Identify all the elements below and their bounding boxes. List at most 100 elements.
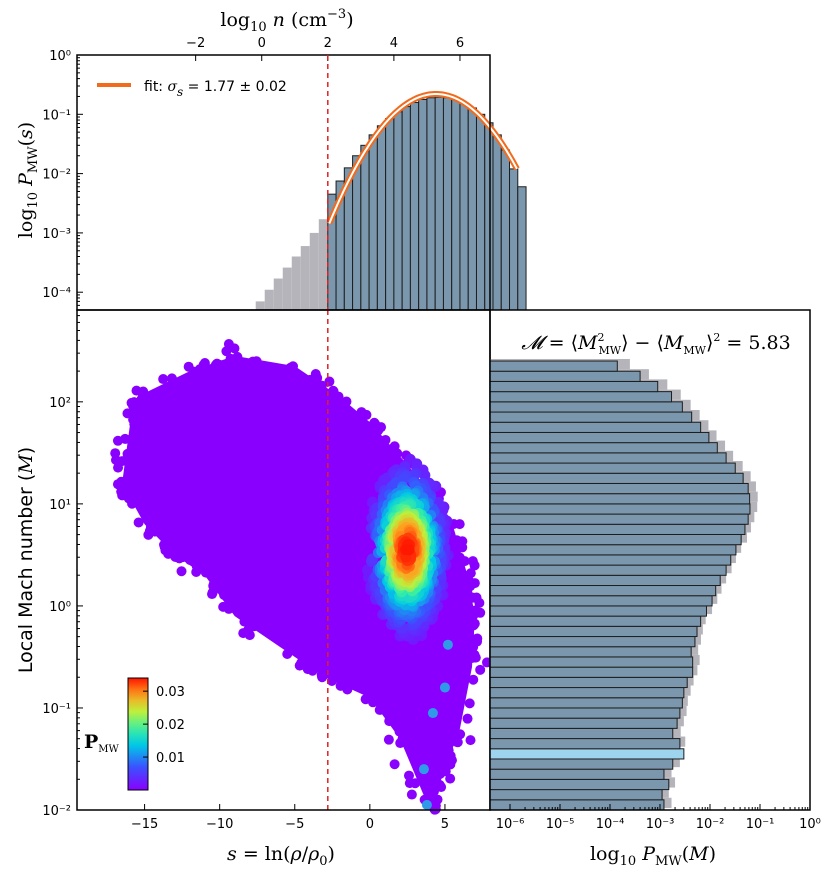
scatter-point bbox=[474, 597, 485, 608]
scatter-point bbox=[426, 780, 437, 791]
scatter-point bbox=[159, 540, 170, 551]
scatter-point bbox=[462, 593, 473, 604]
scatter-point bbox=[285, 362, 296, 373]
scatter-point bbox=[239, 616, 250, 627]
scatter-point bbox=[475, 664, 486, 675]
scatter-point bbox=[468, 610, 479, 621]
blue-mach-bar bbox=[489, 727, 674, 740]
blue-mach-bar bbox=[489, 462, 736, 474]
scatter-y-tick-label: 10⁻² bbox=[42, 804, 71, 819]
scatter-point bbox=[110, 454, 121, 465]
colorbar-tick-label: 0.03 bbox=[156, 685, 185, 700]
blue-mach-bar bbox=[489, 421, 702, 433]
blue-density-bar bbox=[500, 149, 511, 311]
scatter-point bbox=[449, 727, 460, 738]
scatter-point bbox=[374, 704, 385, 715]
blue-density-bar bbox=[442, 97, 453, 311]
blue-density-bar bbox=[368, 134, 378, 311]
blue-mach-bar bbox=[489, 646, 692, 658]
blue-mach-bar bbox=[489, 533, 742, 546]
scatter-point bbox=[440, 766, 451, 777]
scatter-x-axis-label: s = ln(ρ/ρ0) bbox=[227, 843, 335, 869]
blue-mach-bar bbox=[489, 574, 721, 587]
top-x-tick-label: −2 bbox=[186, 36, 205, 51]
scatter-point bbox=[454, 519, 465, 530]
blue-mach-bar bbox=[489, 431, 710, 444]
blue-density-bar bbox=[451, 98, 461, 311]
scatter-point bbox=[219, 589, 230, 600]
scatter-point bbox=[116, 486, 127, 497]
blue-mach-bar bbox=[489, 360, 618, 372]
fit-curve-inner bbox=[328, 93, 518, 224]
scatter-point bbox=[396, 727, 407, 738]
blue-density-bar bbox=[517, 186, 527, 311]
grey-density-bar bbox=[309, 232, 319, 310]
blue-density-bar bbox=[418, 98, 428, 311]
scatter-point bbox=[403, 770, 414, 781]
scatter-panel: −15 −10 −5 0 5 10² 10¹ 10⁰ 10⁻¹ 10⁻² 0.03 0.02 0.01 P… bbox=[42, 309, 493, 832]
scatter-point bbox=[166, 373, 177, 384]
scatter-point bbox=[406, 789, 417, 800]
blue-mach-bar bbox=[489, 493, 751, 505]
legend-fit-label: fit: σs = 1.77 ± 0.02 bbox=[144, 79, 287, 99]
top-x-tick-label: 0 bbox=[258, 36, 266, 51]
scatter-y-tick-label: 10² bbox=[49, 396, 71, 411]
top-y-tick-label: 10⁻¹ bbox=[42, 108, 71, 123]
blue-density-bar bbox=[475, 113, 486, 311]
scatter-point bbox=[158, 374, 169, 385]
scatter-point bbox=[469, 560, 480, 571]
grey-density-bar bbox=[318, 219, 328, 310]
mach-panel-frame bbox=[489, 309, 811, 811]
scatter-point bbox=[197, 550, 208, 561]
scatter-point bbox=[395, 738, 406, 749]
mach-x-tick-label: 10⁻² bbox=[696, 817, 725, 832]
blue-mach-bar bbox=[489, 676, 688, 689]
blue-density-bar bbox=[393, 111, 403, 311]
blue-mach-bar bbox=[489, 615, 702, 627]
mach-x-tick-label: 10⁻⁶ bbox=[496, 817, 525, 832]
scatter-point bbox=[311, 379, 322, 390]
scatter-point bbox=[200, 567, 211, 578]
blue-mach-bar bbox=[489, 748, 685, 760]
scatter-point bbox=[468, 642, 479, 653]
blue-density-bar bbox=[467, 107, 477, 311]
scatter-point bbox=[460, 617, 471, 628]
scatter-point bbox=[137, 391, 148, 402]
mach-x-tick-label: 10⁰ bbox=[799, 817, 821, 832]
scatter-point bbox=[132, 400, 143, 411]
colorbar-tick-label: 0.02 bbox=[156, 718, 185, 733]
top-y-tick-label: 10⁻² bbox=[42, 168, 71, 183]
blue-density-bar bbox=[484, 122, 494, 311]
scatter-point bbox=[324, 376, 335, 387]
scatter-cloud bbox=[122, 355, 475, 810]
blue-mach-bar bbox=[489, 687, 685, 699]
mach-x-tick-label: 10⁻¹ bbox=[746, 817, 775, 832]
scatter-point bbox=[221, 346, 232, 357]
blue-mach-bar bbox=[489, 697, 683, 709]
scatter-point bbox=[434, 779, 445, 790]
scatter-point bbox=[317, 667, 328, 678]
blue-density-bar bbox=[434, 96, 444, 311]
top-x-tick-label: 4 bbox=[390, 36, 398, 51]
blue-mach-bar bbox=[489, 442, 718, 454]
scatter-point bbox=[467, 652, 478, 663]
scatter-point bbox=[211, 577, 222, 588]
blue-mach-bar bbox=[489, 717, 678, 729]
scatter-point bbox=[335, 680, 346, 691]
blue-mach-bar bbox=[489, 768, 665, 780]
scatter-point-outlier bbox=[439, 682, 450, 693]
top-x-tick-label: 2 bbox=[324, 36, 332, 51]
scatter-point bbox=[229, 343, 240, 354]
scatter-point-outlier bbox=[442, 639, 453, 650]
scatter-point bbox=[380, 434, 391, 445]
scatter-point bbox=[218, 601, 229, 612]
scatter-point bbox=[274, 631, 285, 642]
grey-density-bar bbox=[273, 278, 283, 310]
blue-mach-bar bbox=[489, 472, 744, 484]
blue-mach-bar bbox=[489, 585, 717, 597]
top-y-axis-label: log10 PMW(s) bbox=[15, 122, 41, 238]
grey-density-bar bbox=[264, 289, 274, 310]
scatter-point bbox=[410, 778, 421, 789]
scatter-point bbox=[243, 624, 254, 635]
scatter-point bbox=[462, 713, 473, 724]
